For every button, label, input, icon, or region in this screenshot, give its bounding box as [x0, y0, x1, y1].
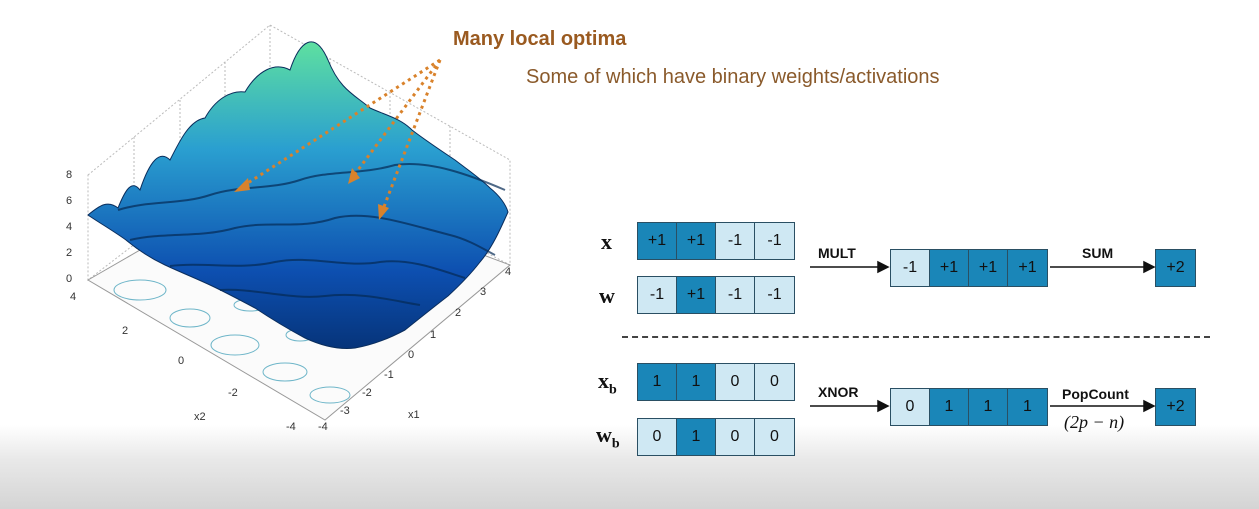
svg-text:-4: -4 — [318, 421, 328, 433]
xb-cell: 1 — [638, 364, 677, 400]
svg-text:x2: x2 — [194, 411, 206, 423]
x-label: x — [601, 229, 612, 254]
x-vector: +1 +1 -1 -1 — [637, 222, 795, 260]
svg-text:0: 0 — [66, 273, 72, 285]
product-cell: +1 — [969, 250, 1008, 286]
xnor-cell: 0 — [891, 389, 930, 425]
svg-text:2: 2 — [455, 307, 461, 319]
x-cell: +1 — [638, 223, 677, 259]
svg-text:2: 2 — [122, 325, 128, 337]
w-cell: -1 — [755, 277, 794, 313]
w-label: w — [599, 283, 615, 308]
xb-cell: 0 — [716, 364, 755, 400]
surface-plot: 8 6 4 2 0 4 2 0 -2 -4 x2 -4 -3 -2 -1 0 1… — [66, 24, 511, 433]
svg-text:x1: x1 — [408, 409, 420, 421]
wb-cell: 1 — [677, 419, 716, 455]
bottom-fade — [0, 425, 1259, 509]
sum-label: SUM — [1082, 245, 1114, 261]
result-cell: +2 — [1156, 250, 1195, 286]
wb-cell: 0 — [716, 419, 755, 455]
optima-arrows — [239, 58, 442, 213]
svg-text:-2: -2 — [228, 387, 238, 399]
popcount-label: PopCount — [1062, 386, 1129, 402]
xb-cell: 0 — [755, 364, 794, 400]
divider — [622, 336, 1210, 338]
svg-text:8: 8 — [66, 169, 72, 181]
svg-text:1: 1 — [430, 329, 436, 341]
svg-text:0: 0 — [408, 349, 414, 361]
product-vector: -1 +1 +1 +1 — [890, 249, 1048, 287]
svg-text:-3: -3 — [340, 405, 350, 417]
product-cell: +1 — [1008, 250, 1047, 286]
wb-vector: 0 1 0 0 — [637, 418, 795, 456]
x-cell: -1 — [716, 223, 755, 259]
svg-text:0: 0 — [178, 355, 184, 367]
svg-text:4: 4 — [505, 266, 511, 278]
wb-cell: 0 — [638, 419, 677, 455]
wb-label: wb — [596, 422, 620, 452]
arrowheads — [234, 168, 389, 220]
product-cell: +1 — [930, 250, 969, 286]
x1-axis: -4 -3 -2 -1 0 1 2 3 4 x1 — [318, 266, 511, 433]
svg-text:3: 3 — [480, 286, 486, 298]
slide-subtitle: Some of which have binary weights/activa… — [526, 66, 940, 88]
xb-cell: 1 — [677, 364, 716, 400]
mult-label: MULT — [818, 245, 856, 261]
popcount-formula: (2p − n) — [1064, 412, 1125, 432]
x2-axis: 4 2 0 -2 -4 x2 — [70, 291, 296, 433]
xb-vector: 1 1 0 0 — [637, 363, 795, 401]
popcount-result: +2 — [1155, 388, 1196, 426]
xb-label: xb — [598, 368, 617, 398]
xnor-vector: 0 1 1 1 — [890, 388, 1048, 426]
svg-text:-2: -2 — [362, 387, 372, 399]
x-cell: -1 — [755, 223, 794, 259]
result-cell: +2 — [1156, 389, 1195, 425]
xnor-label: XNOR — [818, 384, 859, 400]
w-cell: -1 — [638, 277, 677, 313]
w-cell: +1 — [677, 277, 716, 313]
w-cell: -1 — [716, 277, 755, 313]
sum-result: +2 — [1155, 249, 1196, 287]
xnor-cell: 1 — [1008, 389, 1047, 425]
xnor-cell: 1 — [969, 389, 1008, 425]
wb-cell: 0 — [755, 419, 794, 455]
x-cell: +1 — [677, 223, 716, 259]
svg-text:4: 4 — [66, 221, 72, 233]
svg-text:-4: -4 — [286, 421, 296, 433]
w-vector: -1 +1 -1 -1 — [637, 276, 795, 314]
svg-text:4: 4 — [70, 291, 76, 303]
product-cell: -1 — [891, 250, 930, 286]
z-axis: 8 6 4 2 0 — [66, 169, 72, 285]
svg-text:2: 2 — [66, 247, 72, 259]
svg-text:6: 6 — [66, 195, 72, 207]
svg-text:-1: -1 — [384, 369, 394, 381]
surface-mesh — [87, 41, 509, 349]
surface-ridges — [117, 163, 506, 306]
xnor-cell: 1 — [930, 389, 969, 425]
slide-title: Many local optima — [453, 28, 627, 50]
